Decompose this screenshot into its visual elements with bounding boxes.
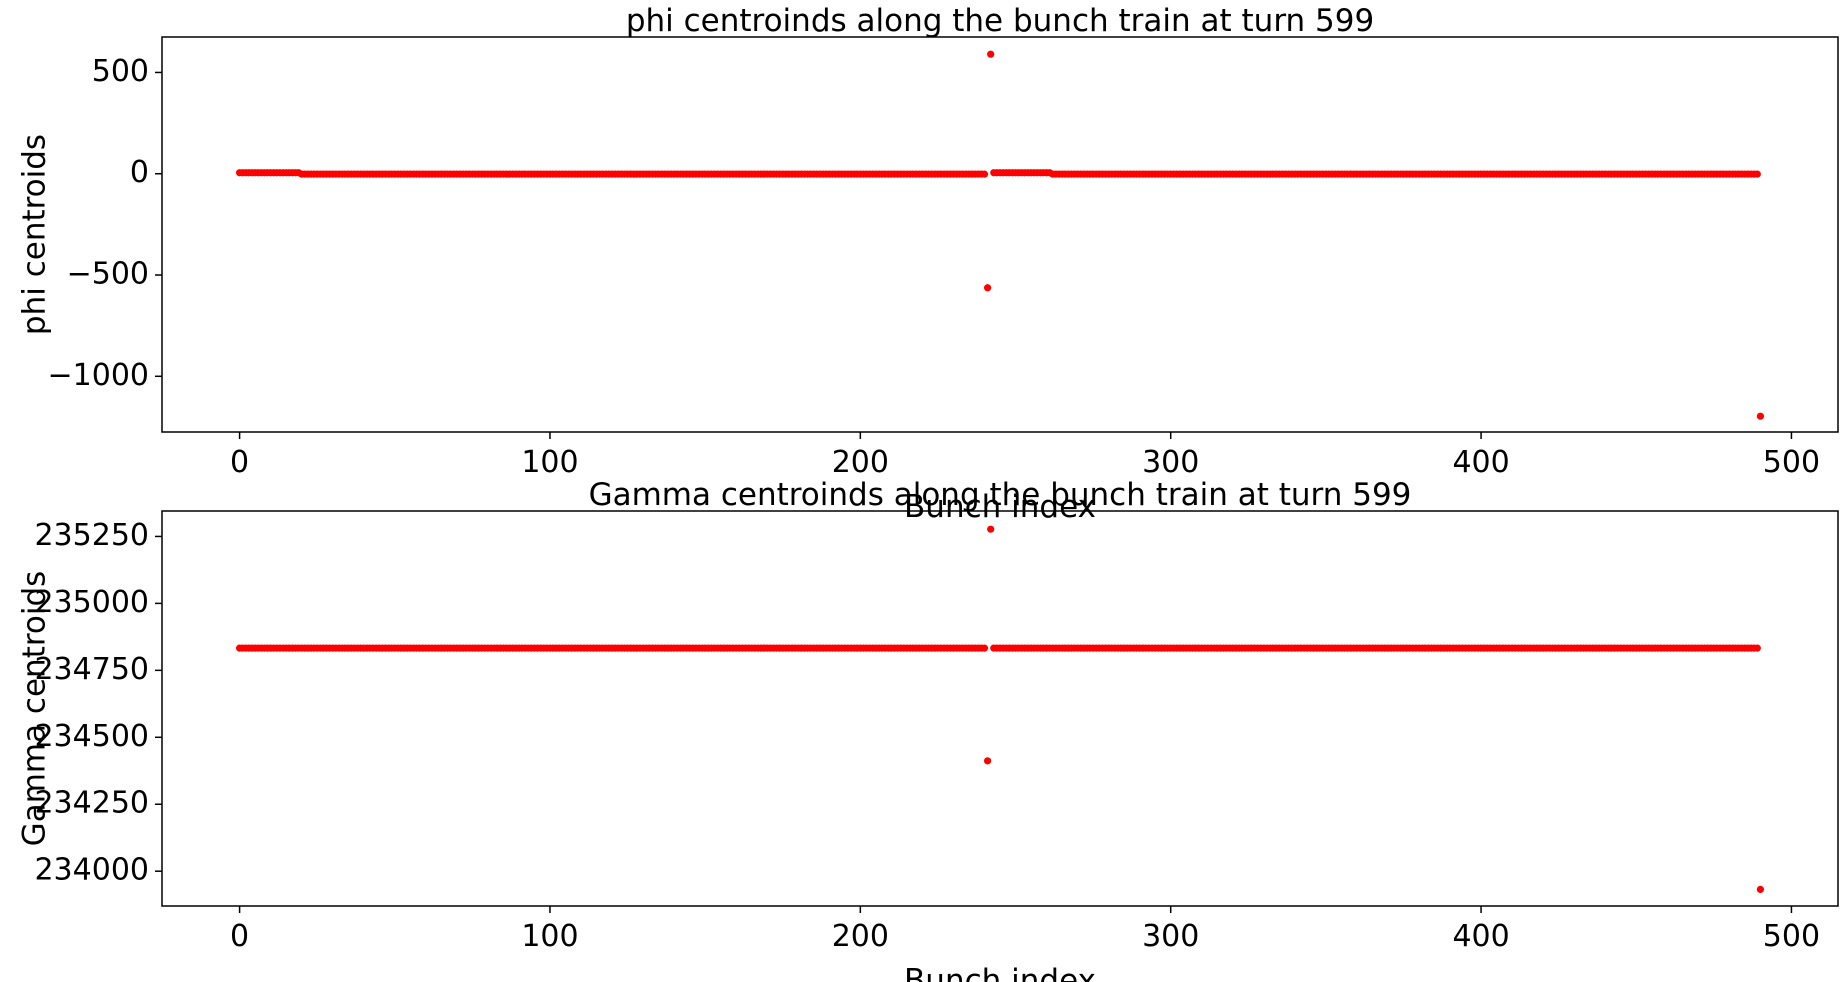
gamma-x-tick-label: 500 <box>1763 919 1820 954</box>
phi-y-axis-label: phi centroids <box>17 134 53 335</box>
phi-data-point <box>980 170 989 178</box>
gamma-x-tick-label: 200 <box>832 919 889 954</box>
gamma-x-tick-label: 400 <box>1452 919 1509 954</box>
gamma-x-tick-label: 300 <box>1142 919 1199 954</box>
gamma-chart: Gamma centroinds along the bunch train a… <box>17 477 1839 982</box>
phi-y-tick-label: −1000 <box>48 358 149 393</box>
gamma-chart-title: Gamma centroinds along the bunch train a… <box>589 477 1412 513</box>
gamma-y-tick-label: 234500 <box>34 719 149 754</box>
phi-y-tick-label: 0 <box>130 155 149 190</box>
gamma-x-tick-label: 100 <box>521 919 578 954</box>
gamma-data-points <box>235 525 1765 893</box>
gamma-outlier-point <box>983 757 992 765</box>
gamma-x-tick-label: 0 <box>230 919 249 954</box>
phi-plot-frame <box>161 36 1839 433</box>
gamma-x-axis-label: Bunch index <box>904 963 1096 982</box>
phi-chart: phi centroinds along the bunch train at … <box>17 3 1839 525</box>
phi-data-point <box>1753 170 1761 178</box>
phi-y-tick-label: 500 <box>92 54 149 89</box>
phi-x-tick-label: 0 <box>230 445 249 480</box>
phi-data-points <box>235 50 1765 420</box>
phi-outlier-point <box>1756 412 1765 420</box>
phi-y-tick-label: −500 <box>67 257 149 292</box>
phi-x-tick-label: 500 <box>1763 445 1820 480</box>
gamma-data-point <box>980 644 989 652</box>
gamma-y-tick-label: 235000 <box>34 585 149 620</box>
gamma-plot-frame <box>161 510 1839 907</box>
gamma-y-tick-label: 235250 <box>34 518 149 553</box>
gamma-y-axis-label: Gamma centroids <box>17 571 53 847</box>
gamma-y-tick-label: 234250 <box>34 786 149 821</box>
phi-x-axis-label: Bunch index <box>904 489 1096 525</box>
phi-outlier-point <box>983 284 992 292</box>
gamma-data-point <box>1753 644 1761 652</box>
phi-x-tick-label: 200 <box>832 445 889 480</box>
gamma-y-tick-label: 234750 <box>34 652 149 687</box>
phi-x-tick-label: 400 <box>1452 445 1509 480</box>
phi-chart-title: phi centroinds along the bunch train at … <box>626 3 1374 39</box>
phi-x-tick-label: 100 <box>521 445 578 480</box>
phi-x-tick-label: 300 <box>1142 445 1199 480</box>
phi-outlier-point <box>987 50 995 58</box>
gamma-outlier-point <box>987 525 995 533</box>
gamma-y-tick-label: 234000 <box>34 853 149 888</box>
gamma-outlier-point <box>1756 885 1765 893</box>
